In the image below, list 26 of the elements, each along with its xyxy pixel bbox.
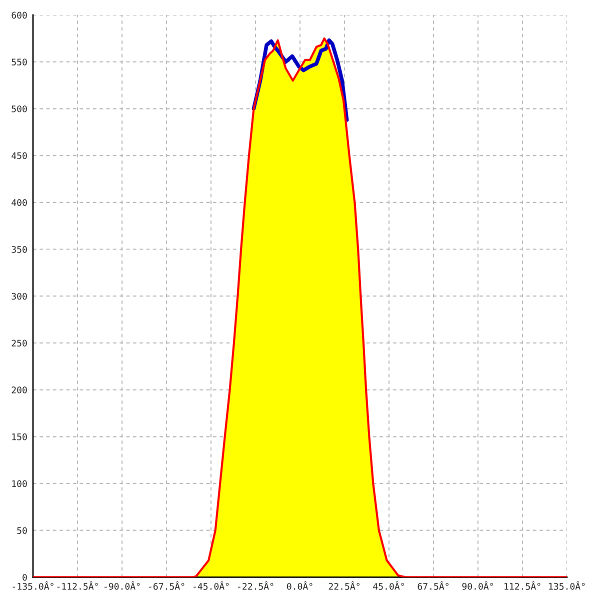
x-tick-label: 22.5Â° bbox=[328, 581, 360, 590]
x-tick-label: 90.0Â° bbox=[462, 581, 493, 590]
x-tick-label: -90.0Â° bbox=[104, 581, 140, 590]
x-tick-label: 112.5Â° bbox=[504, 581, 540, 590]
y-tick-label: 300 bbox=[12, 292, 27, 300]
x-tick-label: -112.5Â° bbox=[57, 581, 98, 590]
y-tick-label: 200 bbox=[12, 386, 27, 394]
y-tick-label: 50 bbox=[17, 527, 27, 534]
x-tick-label: -45.0Â° bbox=[194, 581, 229, 590]
x-tick-label: 0.0Â° bbox=[287, 581, 312, 590]
x-tick-label: -135.0Â° bbox=[12, 581, 54, 590]
x-tick-label: 45.0Â° bbox=[373, 581, 404, 590]
y-tick-label: 550 bbox=[12, 58, 27, 66]
y-tick-label: 250 bbox=[12, 340, 27, 347]
x-tick-label: 135.0Â° bbox=[549, 581, 585, 590]
x-tick-label: -22.5Â° bbox=[238, 581, 274, 590]
y-tick-label: 0 bbox=[22, 574, 27, 581]
y-tick-label: 450 bbox=[12, 152, 27, 160]
y-tick-label: 350 bbox=[12, 246, 27, 253]
y-tick-label: 600 bbox=[12, 12, 27, 19]
y-tick-label: 500 bbox=[12, 105, 27, 112]
y-tick-label: 150 bbox=[12, 433, 27, 440]
x-tick-label: -67.5Â° bbox=[149, 581, 184, 590]
x-tick-label: 67.5Â° bbox=[418, 581, 448, 590]
y-tick-label: 400 bbox=[12, 199, 27, 206]
y-tick-label: 100 bbox=[12, 480, 27, 488]
